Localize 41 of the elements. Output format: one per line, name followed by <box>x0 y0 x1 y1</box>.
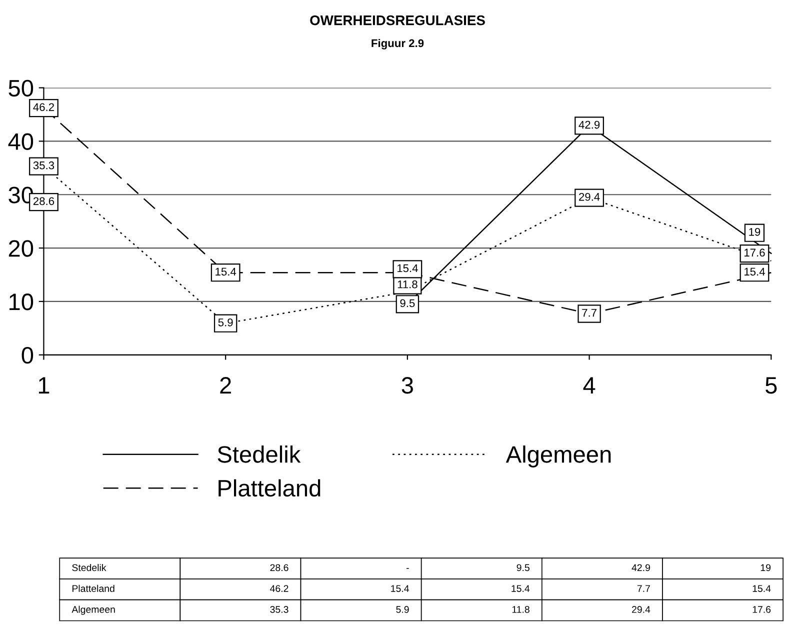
text: 19 <box>760 564 771 572</box>
y-tick-label: 20 <box>8 240 34 257</box>
data-label: 15.4 <box>744 268 765 276</box>
x-tick-label: 3 <box>402 377 413 394</box>
legend-label: Platteland <box>218 479 320 497</box>
x-tick-label: 2 <box>220 377 231 394</box>
text: 15.4 <box>752 585 771 592</box>
x-tick-label: 1 <box>38 377 50 394</box>
data-label: 7.7 <box>582 308 596 317</box>
text: Algemeen <box>72 606 115 615</box>
text: 17.6 <box>752 606 771 613</box>
data-label: 9.5 <box>400 299 415 308</box>
legend-label: Algemeen <box>506 445 611 468</box>
text: 11.8 <box>512 606 530 613</box>
data-label: 17.6 <box>744 248 765 257</box>
text: 15.4 <box>391 585 410 592</box>
y-tick-label: 10 <box>10 294 34 310</box>
text: - <box>406 568 409 569</box>
data-label: 5.9 <box>218 318 233 326</box>
data-label: 19 <box>749 228 760 236</box>
text: 35.3 <box>270 606 288 613</box>
x-tick-label: 5 <box>766 377 777 394</box>
y-tick-label: 50 <box>8 80 34 97</box>
x-tick-label: 4 <box>583 377 596 394</box>
text: 7.7 <box>637 585 650 592</box>
legend-label: Stedelik <box>218 445 301 463</box>
y-tick-label: 40 <box>8 133 34 150</box>
text: 5.9 <box>396 606 409 613</box>
text: Platteland <box>72 584 114 592</box>
text: 46.2 <box>270 585 288 592</box>
data-label: 11.8 <box>398 280 418 288</box>
data-label: 15.4 <box>397 264 418 272</box>
y-tick-label: 0 <box>22 346 34 364</box>
text: 9.5 <box>516 564 530 572</box>
text: 29.4 <box>632 606 650 613</box>
chart-title: OWERHEIDSREGULASIES <box>310 15 485 26</box>
text: 28.6 <box>270 564 288 572</box>
chart-subtitle: Figuur 2.9 <box>372 38 424 50</box>
text: Stedelik <box>72 564 106 572</box>
text: 15.4 <box>512 585 530 592</box>
text: 42.9 <box>632 564 650 572</box>
